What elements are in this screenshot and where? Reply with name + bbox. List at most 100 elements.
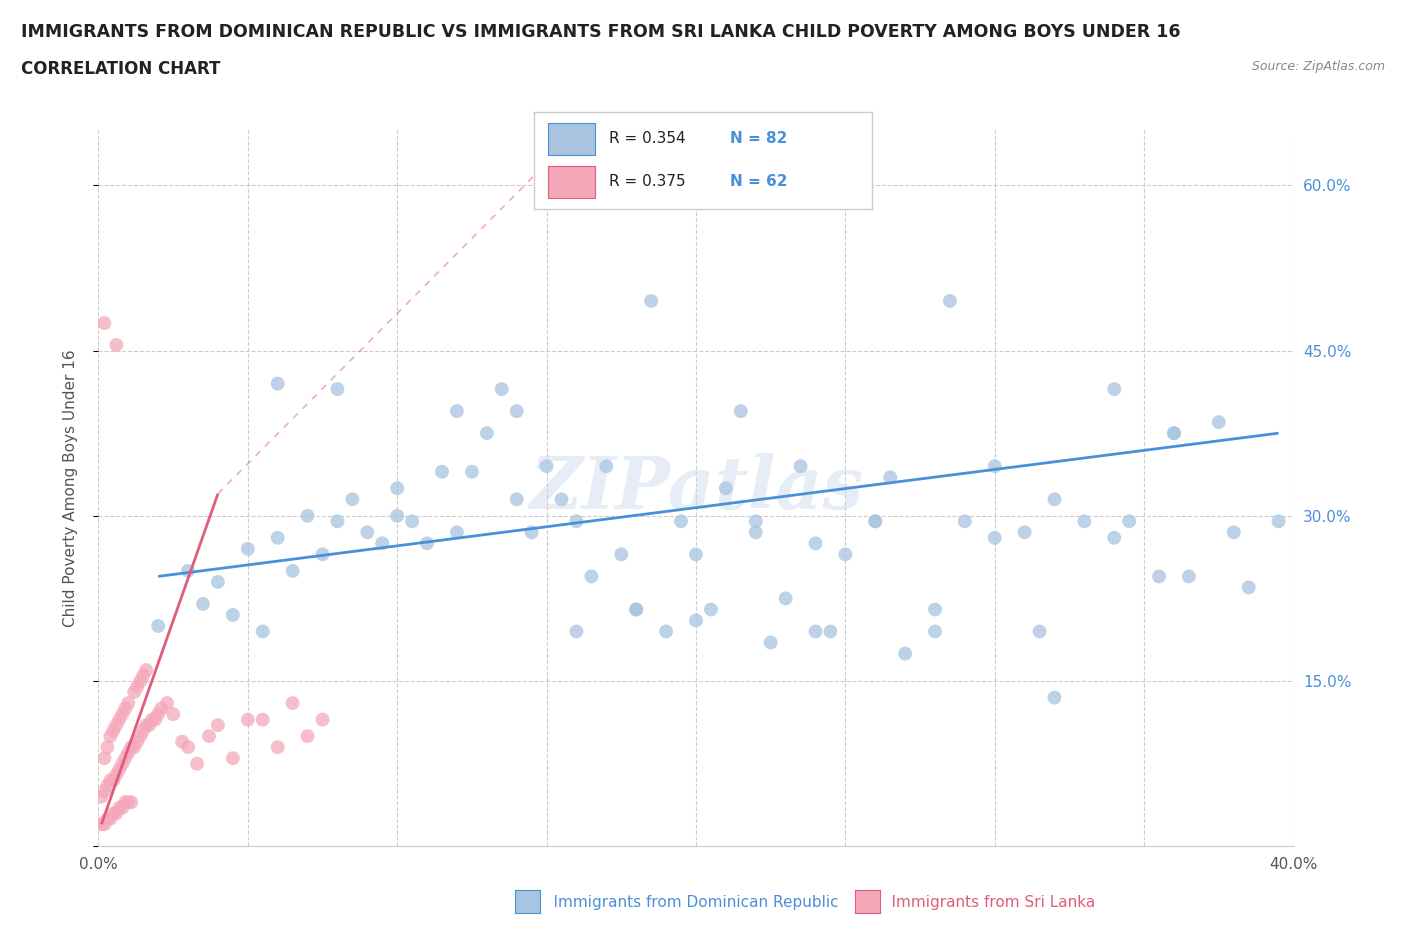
Point xyxy=(385,481,409,496)
Point xyxy=(222,607,245,622)
Point xyxy=(356,525,378,539)
Point xyxy=(759,635,782,650)
Point xyxy=(984,458,1007,473)
Point xyxy=(132,668,155,683)
Point xyxy=(311,547,333,562)
Point xyxy=(114,751,136,765)
Point xyxy=(475,426,498,441)
Point xyxy=(865,514,887,529)
Point xyxy=(1043,690,1066,705)
Y-axis label: Child Poverty Among Boys Under 16: Child Poverty Among Boys Under 16 xyxy=(63,350,77,627)
Point xyxy=(446,404,468,418)
Point xyxy=(550,492,572,507)
Point xyxy=(745,525,768,539)
Point xyxy=(120,795,142,810)
Point xyxy=(198,729,221,744)
Point xyxy=(114,795,136,810)
Point xyxy=(1163,426,1185,441)
Point xyxy=(311,712,333,727)
Point xyxy=(491,381,513,396)
Point xyxy=(520,525,543,539)
Point xyxy=(924,624,946,639)
Point xyxy=(96,811,118,826)
Point xyxy=(326,381,349,396)
Point xyxy=(506,404,529,418)
Point xyxy=(267,376,290,391)
Point xyxy=(105,718,128,733)
Point xyxy=(148,707,170,722)
Point xyxy=(90,790,112,804)
Point xyxy=(156,696,179,711)
Point xyxy=(804,536,827,551)
Point xyxy=(865,514,887,529)
Point xyxy=(93,817,115,831)
Point xyxy=(1043,492,1066,507)
Point xyxy=(685,613,707,628)
Point xyxy=(536,458,558,473)
Point xyxy=(124,684,146,699)
Point xyxy=(595,458,617,473)
Point xyxy=(1178,569,1201,584)
Point xyxy=(93,315,115,330)
Point xyxy=(685,547,707,562)
Point xyxy=(342,492,364,507)
Point xyxy=(108,762,131,777)
Point xyxy=(297,509,319,524)
Point xyxy=(1208,415,1230,430)
Point xyxy=(461,464,484,479)
Text: N = 62: N = 62 xyxy=(730,175,787,190)
Point xyxy=(105,767,128,782)
Point xyxy=(177,739,200,754)
Point xyxy=(236,712,259,727)
Point xyxy=(172,734,194,749)
Point xyxy=(252,624,274,639)
Point xyxy=(267,739,290,754)
Point xyxy=(281,564,304,578)
Point xyxy=(98,811,122,826)
Point xyxy=(236,541,259,556)
Point xyxy=(138,718,160,733)
Point xyxy=(222,751,245,765)
Point xyxy=(924,602,946,617)
Point xyxy=(252,712,274,727)
Point xyxy=(141,712,163,727)
Point xyxy=(953,514,976,529)
Point xyxy=(939,294,962,309)
Point xyxy=(117,745,139,760)
Point xyxy=(111,707,134,722)
Point xyxy=(162,707,184,722)
Point xyxy=(150,701,173,716)
Point xyxy=(281,696,304,711)
Point xyxy=(1028,624,1050,639)
Text: IMMIGRANTS FROM DOMINICAN REPUBLIC VS IMMIGRANTS FROM SRI LANKA CHILD POVERTY AM: IMMIGRANTS FROM DOMINICAN REPUBLIC VS IM… xyxy=(21,23,1181,41)
Point xyxy=(127,679,149,694)
Point xyxy=(894,646,917,661)
Point xyxy=(775,591,797,605)
Point xyxy=(90,817,112,831)
Point xyxy=(669,514,692,529)
Point xyxy=(135,718,157,733)
Point xyxy=(105,338,128,352)
Text: N = 82: N = 82 xyxy=(730,131,787,146)
Point xyxy=(124,739,146,754)
Point xyxy=(371,536,394,551)
Point xyxy=(700,602,723,617)
Point xyxy=(804,624,827,639)
Point xyxy=(1104,381,1126,396)
Point xyxy=(730,404,752,418)
Point xyxy=(105,805,128,820)
Point xyxy=(834,547,856,562)
Point xyxy=(96,739,118,754)
Point xyxy=(984,530,1007,545)
Point xyxy=(129,729,152,744)
Point xyxy=(186,756,208,771)
Point xyxy=(1118,514,1140,529)
Point xyxy=(108,712,131,727)
Bar xyxy=(548,124,595,154)
Point xyxy=(103,773,125,788)
Point xyxy=(129,673,152,688)
Point xyxy=(117,795,139,810)
Point xyxy=(714,481,737,496)
Point xyxy=(401,514,423,529)
Point xyxy=(1014,525,1036,539)
